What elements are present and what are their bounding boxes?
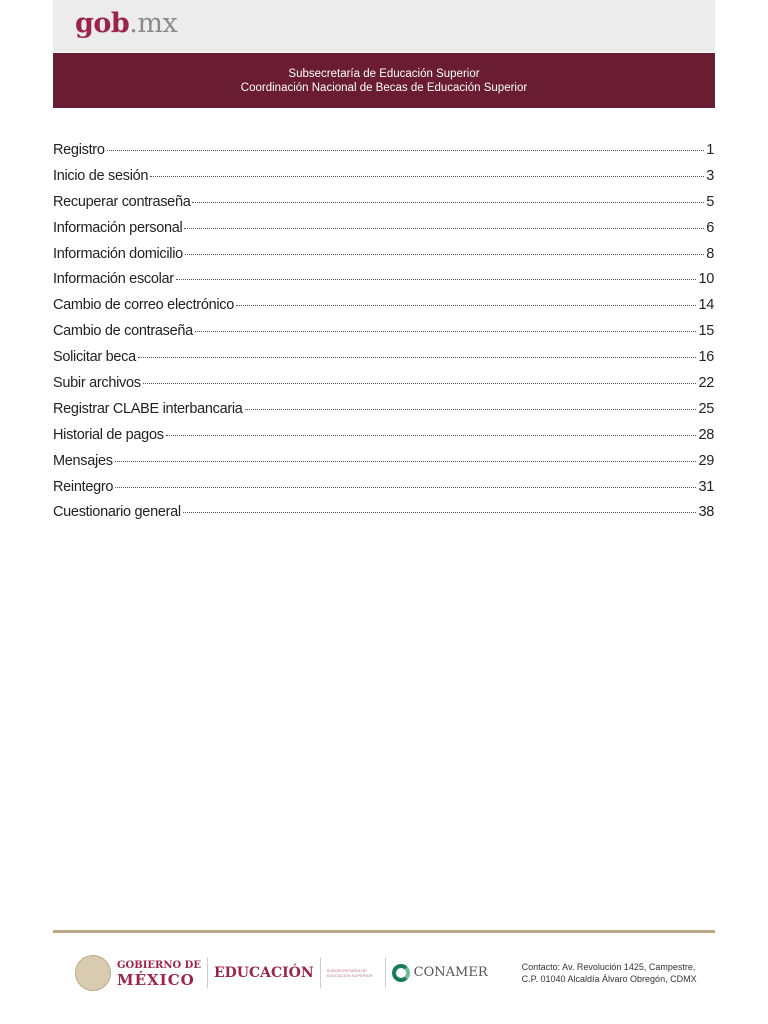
leader-dots (244, 408, 697, 410)
leader-dots (114, 460, 697, 462)
toc-label: Registro (53, 142, 105, 158)
leader-dots (236, 305, 697, 307)
toc-page: 28 (698, 426, 714, 443)
toc-label: Recuperar contraseña (53, 193, 191, 210)
conamer-logo: CONAMER (391, 963, 488, 982)
gob-mx-logo: gob.mx (75, 8, 178, 39)
divider (384, 957, 386, 988)
toc-label: Cambio de contraseña (53, 323, 193, 340)
footer-divider (53, 930, 715, 933)
toc-entry[interactable]: Cuestionario general 38 (53, 504, 714, 530)
footer: GOBIERNO DE MÉXICO EDUCACIÓN SUBSECRETARÍ… (75, 950, 715, 995)
toc-entry[interactable]: Registro 1 (53, 142, 714, 168)
toc-page: 3 (706, 167, 714, 184)
leader-dots (137, 357, 697, 359)
toc-page: 15 (698, 323, 714, 340)
contact-info: Contacto: Av. Revolución 1425, Campestre… (521, 961, 697, 984)
toc-label: Registrar CLABE interbancaria (53, 400, 243, 417)
leader-dots (150, 175, 705, 177)
leader-dots (194, 331, 697, 333)
toc-entry[interactable]: Información personal 6 (53, 220, 714, 246)
toc-page: 38 (698, 504, 714, 521)
toc-page: 31 (698, 478, 714, 495)
toc-page: 25 (698, 400, 714, 417)
mexico-seal-icon (75, 954, 111, 991)
header-band: Subsecretaría de Educación Superior Coor… (53, 53, 715, 108)
header-line-1: Subsecretaría de Educación Superior (288, 68, 480, 80)
leader-dots (184, 227, 705, 229)
toc-entry[interactable]: Información escolar 10 (53, 271, 714, 297)
toc-label: Información personal (53, 219, 183, 236)
toc-entry[interactable]: Cambio de contraseña 15 (53, 323, 714, 349)
toc-label: Reintegro (53, 478, 114, 495)
divider (206, 957, 208, 988)
leader-dots (106, 150, 705, 151)
toc-label: Cambio de correo electrónico (53, 297, 234, 314)
toc-page: 29 (698, 452, 714, 469)
toc-page: 6 (706, 219, 714, 236)
toc-page: 16 (698, 349, 714, 366)
leader-dots (182, 512, 697, 514)
toc-entry[interactable]: Mensajes 29 (53, 453, 714, 479)
educacion-logo: EDUCACIÓN (213, 964, 314, 981)
leader-dots (165, 434, 697, 436)
toc-entry[interactable]: Información domicilio 8 (53, 246, 714, 272)
toc-page: 8 (706, 245, 714, 262)
toc-entry[interactable]: Subir archivos 22 (53, 375, 714, 401)
toc-entry[interactable]: Solicitar beca 16 (53, 349, 714, 375)
conamer-icon (391, 963, 410, 982)
toc-entry[interactable]: Registrar CLABE interbancaria 25 (53, 401, 714, 427)
leader-dots (175, 279, 697, 281)
top-bar: gob.mx (53, 0, 715, 52)
toc-label: Información escolar (53, 271, 174, 288)
subsecretaria-logo: SUBSECRETARÍA DE EDUCACIÓN SUPERIOR (326, 967, 373, 978)
toc-page: 10 (698, 271, 714, 288)
divider (319, 957, 321, 988)
toc-entry[interactable]: Reintegro 31 (53, 479, 714, 505)
toc-page: 14 (698, 297, 714, 314)
toc-label: Mensajes (53, 452, 113, 469)
gobierno-de-mexico-logo: GOBIERNO DE MÉXICO (117, 959, 201, 989)
toc-entry[interactable]: Inicio de sesión 3 (53, 168, 714, 194)
toc-entry[interactable]: Recuperar contraseña 5 (53, 194, 714, 220)
leader-dots (192, 201, 705, 203)
table-of-contents: Registro 1 Inicio de sesión 3 Recuperar cont… (53, 142, 714, 530)
toc-page: 22 (698, 375, 714, 392)
toc-page: 5 (706, 193, 714, 210)
leader-dots (184, 253, 705, 255)
leader-dots (115, 486, 697, 488)
header-line-2: Coordinación Nacional de Becas de Educac… (240, 82, 528, 94)
toc-entry[interactable]: Historial de pagos 28 (53, 427, 714, 453)
toc-label: Cuestionario general (53, 504, 181, 521)
toc-label: Solicitar beca (53, 349, 136, 366)
toc-label: Inicio de sesión (53, 167, 149, 184)
leader-dots (142, 383, 697, 385)
toc-label: Subir archivos (53, 375, 141, 392)
toc-entry[interactable]: Cambio de correo electrónico 14 (53, 297, 714, 323)
toc-label: Historial de pagos (53, 426, 164, 443)
toc-label: Información domicilio (53, 245, 183, 262)
toc-page: 1 (706, 142, 714, 158)
